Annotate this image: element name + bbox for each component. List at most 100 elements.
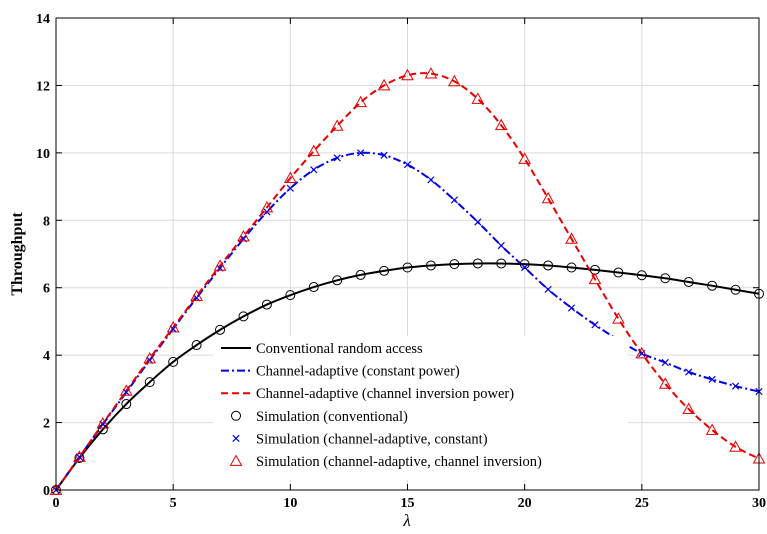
data-point-triangle [166, 320, 180, 333]
x-ticks: 0 5 10 15 20 25 30 [53, 18, 766, 511]
data-point-triangle [424, 67, 438, 79]
y-tick-label: 4 [43, 349, 50, 364]
legend-label: Channel-adaptive (constant power) [256, 364, 460, 380]
data-point-x [685, 368, 693, 376]
data-point-circle [332, 275, 343, 286]
data-point-x [310, 166, 318, 174]
data-point-triangle [307, 144, 321, 157]
legend-item: Simulation (conventional) [231, 409, 408, 425]
data-point-triangle [658, 377, 672, 389]
data-point-circle [379, 265, 390, 276]
series-line-0 [55, 262, 760, 491]
data-point-triangle [705, 423, 719, 435]
marker-group-4 [52, 149, 763, 494]
data-point-circle [660, 273, 671, 284]
data-point-x [192, 294, 201, 302]
data-point-circle [308, 282, 319, 293]
data-point-triangle [49, 483, 63, 495]
series-markers [49, 67, 766, 495]
data-point-triangle [494, 118, 508, 131]
data-point-triangle [213, 259, 227, 271]
data-point-circle [425, 260, 436, 271]
data-point-circle [74, 452, 85, 463]
data-point-circle [402, 262, 413, 273]
data-point-triangle [682, 402, 696, 414]
legend-label: Simulation (conventional) [256, 409, 408, 425]
data-point-x [497, 241, 505, 250]
data-point-x [357, 149, 365, 157]
x-axis-label: λ [402, 511, 410, 530]
data-point-circle [566, 262, 577, 273]
data-point-triangle [541, 191, 555, 204]
marker-group-5 [49, 67, 766, 495]
data-point-circle [261, 299, 272, 310]
legend-label: Simulation (channel-adaptive, channel in… [256, 454, 542, 470]
data-point-triangle [448, 74, 461, 87]
legend-item: Simulation (channel-adaptive, channel in… [229, 454, 542, 470]
y-tick-label: 8 [43, 214, 50, 229]
data-point-circle [191, 340, 202, 351]
data-point-x [731, 382, 740, 390]
data-point-x [380, 151, 388, 159]
x-tick-label: 25 [635, 496, 649, 511]
x-tick-label: 15 [401, 496, 415, 511]
data-point-circle [707, 280, 718, 291]
legend-item: Simulation (channel-adaptive, constant) [232, 431, 488, 447]
data-point-triangle [237, 229, 250, 242]
data-point-triangle [354, 95, 367, 108]
data-point-x [591, 321, 599, 329]
data-point-circle [238, 311, 249, 322]
data-point-triangle [190, 289, 203, 302]
y-tick-label: 10 [36, 147, 50, 162]
data-point-circle [449, 259, 460, 270]
x-tick-label: 10 [283, 496, 297, 511]
data-point-triangle [729, 440, 742, 452]
data-point-x [708, 375, 716, 384]
y-axis-label: Throughput [9, 212, 26, 296]
data-point-circle [683, 276, 694, 287]
data-point-triangle [119, 384, 133, 396]
x-tick-label: 20 [518, 496, 532, 511]
legend-item: Channel-adaptive (channel inversion powe… [221, 386, 514, 402]
y-tick-label: 0 [43, 484, 50, 499]
y-tick-label: 2 [43, 417, 50, 432]
data-point-x [427, 176, 435, 184]
data-point-triangle [612, 312, 625, 324]
data-point-x [403, 161, 412, 169]
legend: Conventional random access Channel-adapti… [213, 336, 628, 480]
legend-label: Simulation (channel-adaptive, constant) [256, 431, 488, 447]
legend-marker-swatch [232, 434, 240, 443]
data-point-triangle [283, 171, 297, 184]
data-point-x [661, 358, 669, 367]
y-tick-label: 14 [36, 12, 50, 27]
data-point-circle [168, 356, 179, 367]
y-tick-label: 12 [36, 79, 50, 94]
data-point-circle [215, 324, 226, 335]
legend-item: Conventional random access [221, 341, 423, 357]
x-tick-label: 30 [752, 496, 766, 511]
data-point-triangle [143, 351, 157, 364]
data-point-triangle [96, 417, 110, 429]
data-point-circle [543, 260, 554, 271]
data-point-triangle [377, 78, 391, 91]
y-ticks: 0 2 4 6 8 10 12 14 [36, 12, 759, 499]
legend-marker-swatch [229, 454, 243, 466]
data-point-x [450, 196, 458, 204]
x-tick-label: 0 [53, 496, 60, 511]
data-point-x [544, 285, 552, 294]
data-point-circle [519, 259, 530, 270]
legend-item: Channel-adaptive (constant power) [221, 364, 460, 380]
data-point-triangle [401, 68, 414, 81]
data-point-circle [730, 284, 741, 295]
data-point-circle [472, 258, 483, 269]
x-tick-label: 5 [170, 496, 177, 511]
data-point-triangle [518, 152, 532, 164]
data-point-circle [121, 399, 132, 410]
data-point-triangle [330, 119, 344, 131]
data-point-x [333, 154, 341, 162]
data-point-triangle [260, 200, 274, 213]
legend-label: Conventional random access [256, 341, 423, 357]
data-point-triangle [635, 346, 649, 359]
